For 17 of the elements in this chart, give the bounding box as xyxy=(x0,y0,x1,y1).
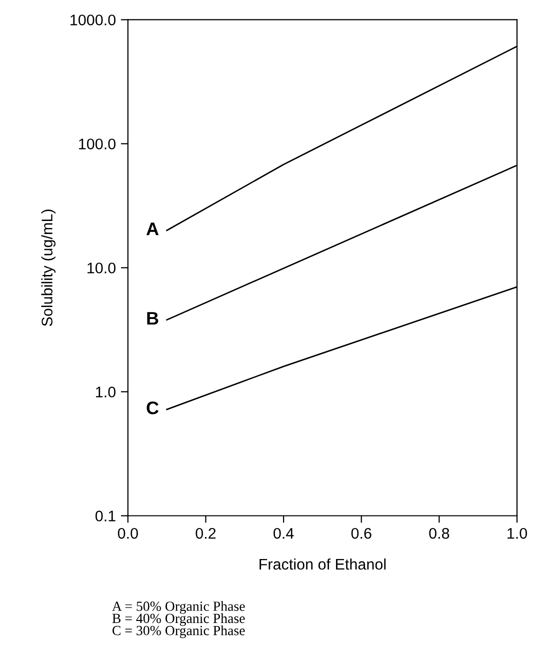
y-tick-label: 10.0 xyxy=(88,262,116,274)
x-tick-label: 0.6 xyxy=(351,528,372,539)
y-axis-title: Solubility (ug/mL) xyxy=(41,210,56,326)
y-tick-label: 0.1 xyxy=(95,510,116,522)
series-label: A xyxy=(146,222,159,236)
x-tick-label: 0.0 xyxy=(118,528,138,539)
y-tick-label: 1000.0 xyxy=(70,14,116,26)
series-label: C xyxy=(146,401,159,414)
x-tick-label: 0.4 xyxy=(274,528,294,539)
y-tick-label: 100.0 xyxy=(79,138,116,150)
x-axis-title: Fraction of Ethanol xyxy=(260,558,386,570)
x-tick-label: 1.0 xyxy=(508,528,528,539)
series-label: B xyxy=(147,312,158,325)
x-tick-label: 0.2 xyxy=(196,528,216,539)
text: A = 50% Organic Phase B = 40% Organic Phase C = 30% Organic Phase xyxy=(112,601,245,638)
y-tick-label: 1.0 xyxy=(96,386,116,398)
x-tick-label: 0.8 xyxy=(429,528,450,539)
